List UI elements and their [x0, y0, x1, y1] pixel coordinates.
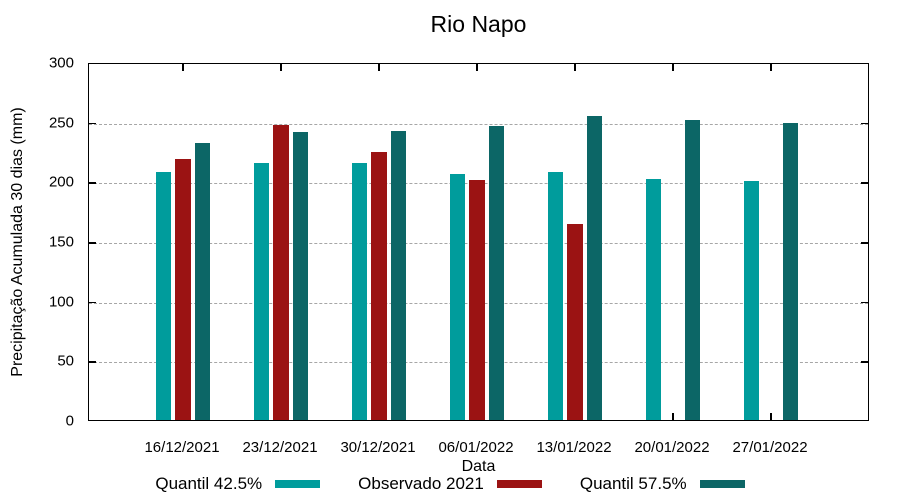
y-axis-tick: [861, 242, 868, 244]
bar: [351, 163, 368, 420]
plot-area: [88, 63, 869, 421]
legend-entry: Quantil 42.5%: [155, 474, 321, 494]
legend-entry: Observado 2021: [358, 474, 542, 494]
bar: [586, 115, 603, 420]
legend-label: Quantil 57.5%: [579, 474, 687, 493]
bar: [782, 122, 799, 420]
bar: [684, 120, 701, 420]
x-tick-label: 30/12/2021: [340, 439, 416, 456]
bar: [253, 163, 270, 420]
x-tick-label: 23/12/2021: [242, 439, 318, 456]
x-axis-tick: [672, 64, 674, 71]
bar: [449, 174, 466, 420]
legend-swatch: [699, 480, 745, 488]
legend-entry: Quantil 57.5%: [580, 474, 745, 494]
y-axis-tick: [89, 182, 96, 184]
x-axis-tick: [280, 64, 282, 71]
x-axis-tick: [770, 64, 772, 71]
legend-label: Quantil 42.5%: [155, 474, 263, 493]
y-tick-label: 150: [48, 233, 74, 251]
x-axis-tick: [672, 413, 674, 420]
gridline: [89, 123, 868, 125]
y-axis-tick: [89, 361, 96, 363]
x-tick-label: 27/01/2022: [732, 439, 808, 456]
y-tick-label: 100: [48, 293, 74, 311]
y-axis-tick: [89, 301, 96, 304]
bar: [567, 224, 583, 420]
x-axis-tick: [182, 64, 184, 71]
chart-title: Rio Napo: [430, 11, 527, 37]
bar: [743, 181, 760, 420]
bar: [488, 126, 505, 420]
bar: [371, 151, 387, 420]
x-tick-label: 13/01/2022: [536, 439, 612, 456]
bar: [645, 178, 662, 420]
y-axis-tick: [861, 301, 868, 304]
bar: [273, 125, 289, 420]
bar: [194, 143, 211, 420]
bar: [547, 171, 564, 420]
bar: [175, 158, 191, 420]
bar: [292, 132, 309, 420]
bar: [469, 180, 485, 420]
y-axis-tick: [89, 122, 96, 125]
y-tick-label: 0: [65, 412, 74, 430]
x-axis-tick: [770, 413, 772, 420]
y-axis-tick: [861, 182, 868, 184]
x-tick-label: 20/01/2022: [634, 439, 710, 456]
legend-swatch: [496, 480, 542, 488]
x-axis-label: Data: [461, 458, 496, 475]
bar: [390, 131, 407, 420]
y-tick-label: 50: [57, 352, 74, 370]
bar: [155, 171, 172, 420]
legend: Quantil 42.5% Observado 2021 Quantil 57.5%: [0, 473, 900, 495]
y-tick-label: 200: [48, 173, 74, 191]
legend-label: Observado 2021: [358, 474, 484, 493]
y-tick-label: 250: [48, 114, 74, 132]
x-axis-tick: [476, 64, 478, 71]
x-axis-tick: [378, 64, 380, 71]
x-tick-label: 06/01/2022: [438, 439, 514, 456]
y-tick-label: 300: [48, 54, 74, 72]
y-axis-tick: [861, 122, 868, 125]
legend-swatch: [275, 480, 321, 488]
x-tick-label: 16/12/2021: [144, 439, 220, 456]
y-axis-tick: [89, 242, 96, 244]
x-axis-tick: [574, 64, 576, 71]
y-axis-tick: [861, 361, 868, 363]
